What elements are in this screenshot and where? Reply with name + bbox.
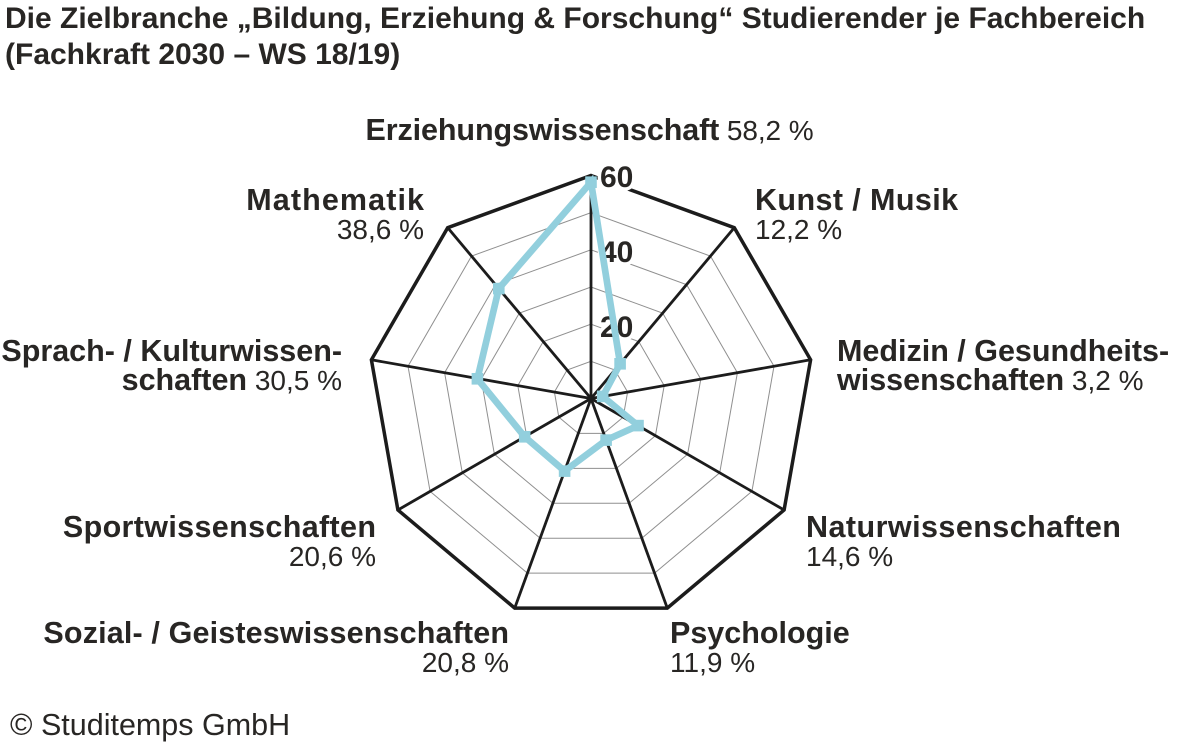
- svg-text:60: 60: [600, 161, 633, 194]
